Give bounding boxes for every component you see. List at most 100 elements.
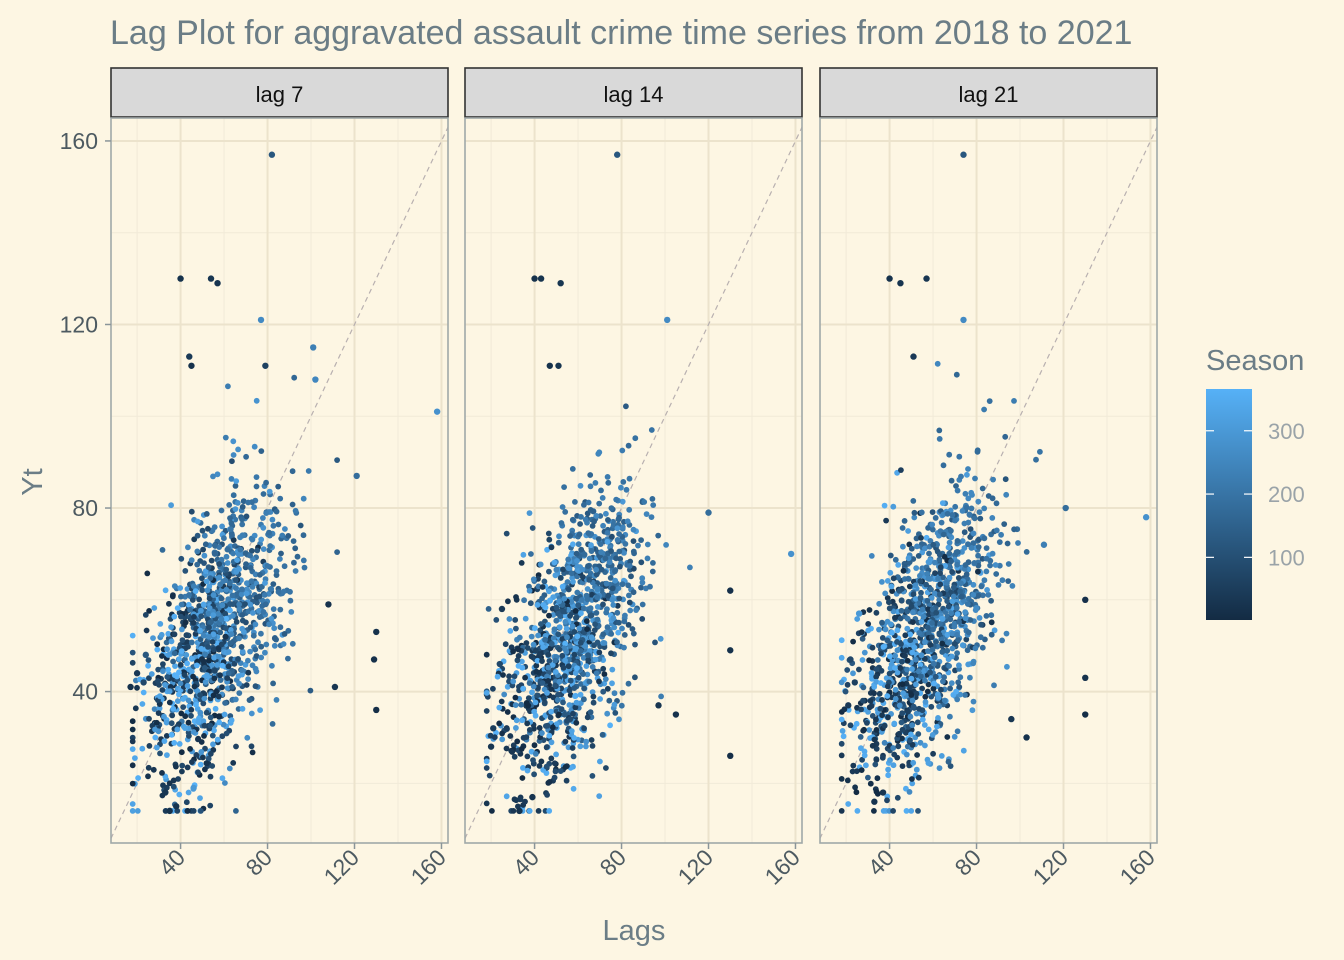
data-point bbox=[952, 503, 959, 510]
data-point bbox=[219, 523, 226, 530]
data-point bbox=[196, 596, 203, 603]
panel-background bbox=[465, 118, 802, 843]
data-point bbox=[202, 766, 208, 773]
data-point bbox=[975, 568, 981, 575]
data-point bbox=[873, 757, 880, 763]
data-point bbox=[551, 774, 558, 781]
data-point bbox=[129, 780, 136, 787]
x-axis-title: Lags bbox=[603, 915, 666, 947]
data-point bbox=[278, 550, 284, 557]
data-point bbox=[252, 621, 259, 628]
data-point bbox=[496, 704, 503, 711]
data-point bbox=[890, 745, 897, 751]
data-point bbox=[915, 774, 922, 781]
data-point bbox=[1005, 578, 1012, 584]
data-point bbox=[273, 568, 280, 574]
data-point bbox=[203, 578, 210, 585]
data-point bbox=[532, 699, 539, 706]
data-point bbox=[918, 535, 924, 541]
data-point bbox=[210, 473, 216, 480]
data-point bbox=[168, 720, 175, 727]
data-point bbox=[549, 724, 556, 731]
data-point bbox=[262, 580, 268, 586]
data-point bbox=[202, 651, 209, 658]
data-point bbox=[551, 626, 558, 633]
data-point bbox=[164, 752, 170, 758]
data-point bbox=[587, 483, 594, 490]
data-point bbox=[263, 510, 270, 516]
data-point bbox=[915, 808, 921, 814]
data-point bbox=[947, 616, 954, 623]
data-point bbox=[573, 719, 580, 726]
data-point bbox=[275, 483, 282, 490]
data-point bbox=[216, 574, 223, 581]
data-point bbox=[937, 564, 944, 571]
data-point bbox=[965, 495, 972, 502]
data-point bbox=[523, 734, 530, 740]
facet-panel: lag 740 80 120 160 bbox=[110, 67, 451, 890]
data-point bbox=[211, 727, 217, 734]
data-point bbox=[235, 656, 242, 662]
data-point bbox=[616, 716, 622, 723]
data-point bbox=[201, 552, 208, 559]
facet-strip-label: lag 21 bbox=[959, 82, 1019, 107]
data-point bbox=[202, 679, 209, 685]
data-point bbox=[531, 771, 537, 778]
data-point bbox=[174, 673, 180, 680]
outlier-point bbox=[140, 679, 147, 686]
data-point bbox=[264, 563, 271, 569]
data-point bbox=[550, 612, 557, 618]
data-point bbox=[530, 683, 537, 690]
data-point bbox=[936, 631, 943, 638]
data-point bbox=[913, 565, 920, 571]
data-point bbox=[605, 479, 612, 486]
data-point bbox=[947, 763, 954, 769]
data-point bbox=[575, 541, 582, 548]
data-point bbox=[908, 808, 915, 814]
data-point bbox=[535, 808, 542, 814]
data-point bbox=[334, 549, 340, 555]
data-point bbox=[908, 692, 915, 698]
data-point bbox=[599, 495, 606, 501]
data-point bbox=[954, 650, 960, 656]
data-point bbox=[967, 617, 974, 623]
data-point bbox=[1004, 540, 1011, 547]
data-point bbox=[588, 634, 595, 641]
data-point bbox=[901, 518, 908, 524]
data-point bbox=[922, 677, 928, 684]
data-point bbox=[866, 727, 873, 733]
data-point bbox=[570, 710, 576, 717]
data-point bbox=[1005, 561, 1012, 567]
data-point bbox=[865, 621, 872, 627]
data-point bbox=[571, 735, 577, 741]
data-point bbox=[514, 738, 521, 745]
data-point bbox=[194, 518, 201, 525]
data-point bbox=[939, 649, 946, 655]
data-point bbox=[647, 583, 653, 590]
data-point bbox=[593, 566, 599, 573]
data-point bbox=[544, 690, 550, 696]
data-point bbox=[514, 657, 521, 664]
data-point bbox=[554, 697, 561, 703]
data-point bbox=[209, 527, 216, 534]
data-point bbox=[543, 763, 550, 770]
data-point bbox=[905, 709, 911, 715]
data-point bbox=[226, 765, 233, 772]
data-point bbox=[917, 739, 924, 746]
data-point bbox=[860, 697, 866, 704]
data-point bbox=[905, 575, 912, 582]
data-point bbox=[639, 575, 646, 582]
data-point bbox=[199, 575, 205, 582]
data-point bbox=[483, 758, 490, 765]
data-point bbox=[938, 519, 945, 526]
data-point bbox=[1002, 433, 1009, 440]
data-point bbox=[936, 551, 943, 558]
data-point bbox=[924, 597, 931, 604]
data-point bbox=[879, 712, 885, 719]
data-point bbox=[938, 686, 944, 693]
data-point bbox=[243, 513, 250, 520]
data-point bbox=[269, 662, 275, 669]
data-point bbox=[493, 729, 499, 736]
data-point bbox=[168, 502, 175, 509]
data-point bbox=[553, 721, 560, 727]
